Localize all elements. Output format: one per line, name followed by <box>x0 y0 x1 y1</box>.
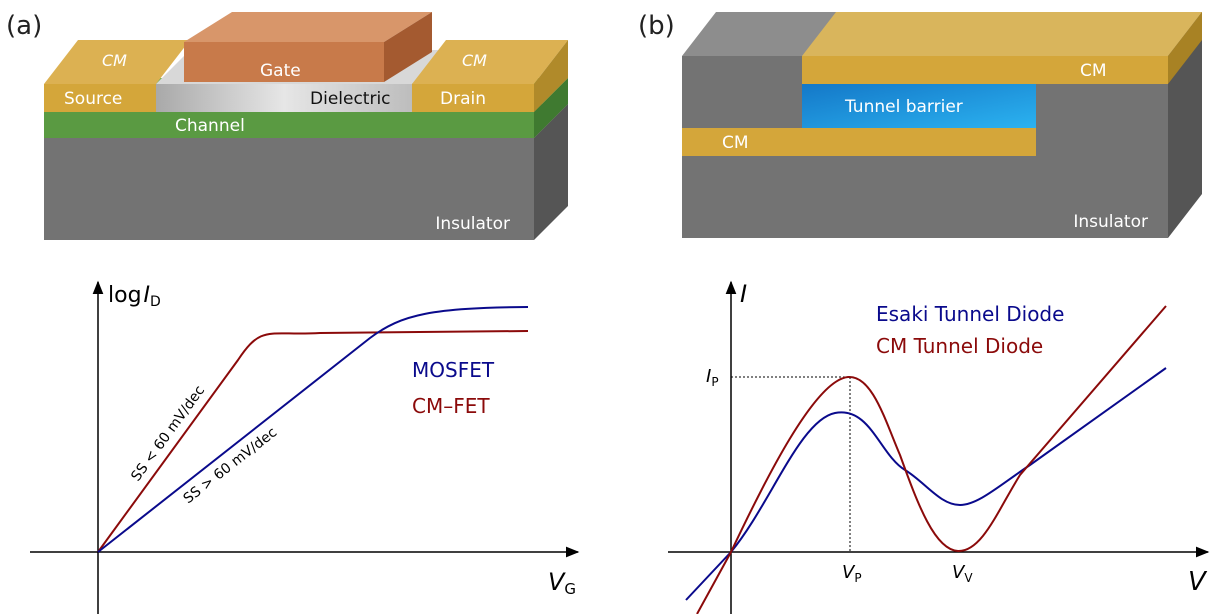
panel-a-label: (a) <box>6 11 42 41</box>
cm-left-text: CM <box>102 51 127 70</box>
xlabel-b: V <box>1188 567 1208 597</box>
tunnel-barrier <box>802 84 1036 128</box>
vp-label: VP <box>842 562 862 585</box>
insulator-a-front <box>44 138 534 240</box>
channel-front <box>44 112 534 138</box>
source-text: Source <box>64 89 122 109</box>
drain-front <box>412 84 534 112</box>
dielectric-text: Dielectric <box>310 89 391 109</box>
xlabel-a: VG <box>548 568 576 598</box>
insulator-a-side <box>534 104 568 240</box>
legend-cm-diode: CM Tunnel Diode <box>876 334 1043 358</box>
cm-top-side <box>1168 12 1202 84</box>
drain-side <box>534 40 568 112</box>
cm-top-front <box>802 56 1168 84</box>
annotation-cm-fet: SS < 60 mV/dec <box>128 383 208 484</box>
cm-diode-curve <box>696 305 1167 614</box>
source-front <box>44 84 156 112</box>
tunnel-barrier-text: Tunnel barrier <box>844 97 963 117</box>
drain-text: Drain <box>440 89 486 109</box>
gate-side <box>384 12 432 82</box>
esaki-curve <box>685 367 1167 601</box>
insulator-a-text: Insulator <box>435 214 510 234</box>
cm-right-text: CM <box>462 51 487 70</box>
gate-text: Gate <box>260 61 301 81</box>
annotation-mosfet: SS > 60 mV/dec <box>181 424 281 507</box>
cm-right-top <box>412 40 568 84</box>
cm-bottom <box>682 128 1036 156</box>
gate-top <box>184 12 432 42</box>
legend-mosfet: MOSFET <box>412 358 495 382</box>
cm-fet-curve <box>97 330 529 553</box>
cm-top-top <box>802 12 1202 56</box>
channel-text: Channel <box>175 116 245 136</box>
vv-label: VV <box>952 562 973 585</box>
panel-b-device: (b) Insulator CM Tunnel barrier CM <box>638 11 1202 238</box>
gate-front <box>184 42 384 82</box>
ip-label: IP <box>706 366 719 389</box>
ylabel-b: I <box>740 280 747 308</box>
panel-a-device: (a) Insulator Channel Dielectric Source … <box>6 11 568 240</box>
legend-esaki: Esaki Tunnel Diode <box>876 302 1064 326</box>
panel-b-plot: I V IP VP VV Esaki Tunnel Diode CM Tunne… <box>668 280 1210 614</box>
cm-left-top <box>44 40 190 84</box>
cm-bottom-text: CM <box>722 133 749 153</box>
dielectric-front <box>156 84 412 112</box>
channel-side <box>534 78 568 138</box>
cm-top-text: CM <box>1080 61 1107 81</box>
legend-cm-fet: CM–FET <box>412 394 490 418</box>
panel-a-plot: logID VG MOSFET CM–FET SS < 60 mV/dec SS… <box>30 280 580 614</box>
panel-b-label: (b) <box>638 11 675 41</box>
insulator-b-text: Insulator <box>1073 212 1148 232</box>
mosfet-curve <box>97 306 529 553</box>
ylabel-a: logID <box>108 283 161 310</box>
